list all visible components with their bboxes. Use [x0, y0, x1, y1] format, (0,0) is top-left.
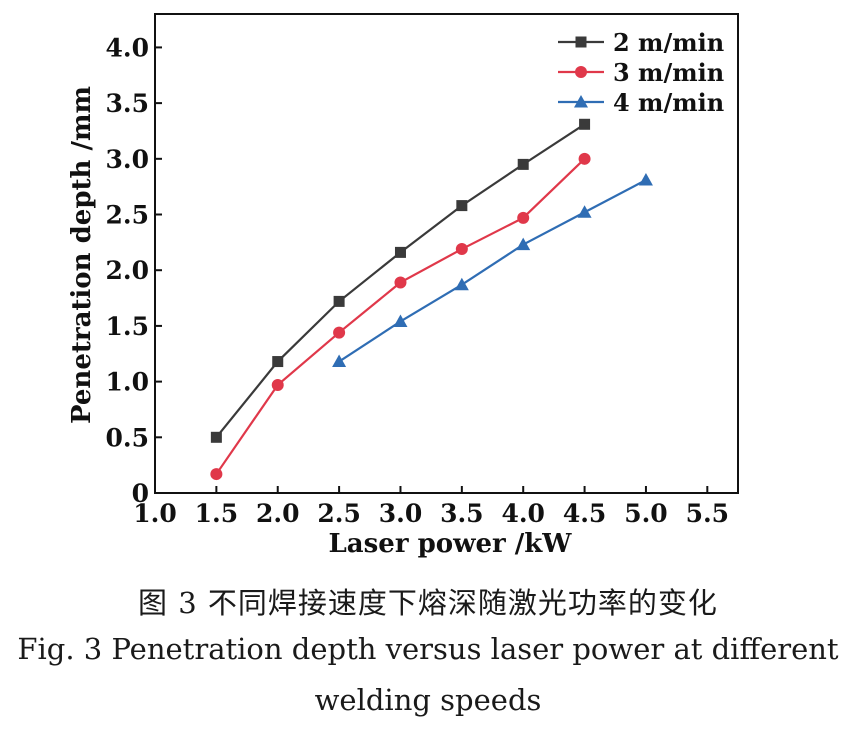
data-point [638, 172, 653, 186]
y-tick-label: 1.0 [106, 368, 150, 397]
legend-item: 2 m/min [558, 28, 724, 57]
y-tick-label: 4.0 [106, 33, 150, 62]
x-tick-label: 4.0 [501, 499, 545, 528]
x-tick-label: 1.5 [195, 499, 239, 528]
data-point [516, 237, 531, 251]
x-tick-label: 5.5 [686, 499, 730, 528]
legend-label: 2 m/min [613, 28, 724, 57]
data-point [210, 431, 222, 443]
data-point [456, 200, 468, 212]
legend-label: 3 m/min [613, 58, 724, 87]
data-point [271, 378, 284, 391]
legend-label: 4 m/min [613, 88, 724, 117]
x-tick-label: 5.0 [624, 499, 668, 528]
legend-item: 3 m/min [558, 58, 724, 87]
x-tick-label: 3.0 [379, 499, 423, 528]
data-point [455, 243, 468, 256]
chart-series [210, 118, 653, 481]
legend-marker [575, 66, 587, 78]
y-tick-label: 2.5 [106, 201, 150, 230]
x-axis-title: Laser power /kW [329, 529, 573, 559]
data-point [272, 356, 284, 368]
y-axis-title: Penetration depth /mm [67, 86, 97, 424]
data-point [454, 277, 469, 291]
x-tick-label: 3.5 [440, 499, 484, 528]
data-point [579, 118, 591, 130]
x-tick-label: 1.0 [133, 499, 177, 528]
x-tick-label: 2.5 [317, 499, 361, 528]
y-tick-label: 0.5 [106, 423, 150, 452]
data-point [577, 205, 592, 218]
figure-caption-english-line1: Fig. 3 Penetration depth versus laser po… [17, 632, 839, 666]
series-2 [210, 152, 591, 481]
figure-caption-chinese: 图 3 不同焊接速度下熔深随激光功率的变化 [138, 586, 718, 620]
data-point [517, 158, 529, 170]
data-point [332, 354, 347, 368]
data-point [394, 276, 407, 289]
y-tick-label: 0 [132, 479, 149, 508]
data-point [210, 468, 223, 481]
line-chart: 1.0 1.5 2.0 2.5 3.0 3.5 4.0 4.5 5.0 5.5 0 0.5 1.0 1.5… [67, 13, 739, 559]
legend-marker [575, 36, 587, 48]
series-3 [332, 172, 653, 368]
data-point [394, 246, 406, 258]
y-tick-label: 1.5 [106, 312, 150, 341]
data-point [578, 152, 591, 165]
legend-item: 4 m/min [558, 88, 724, 117]
y-tick-label: 3.0 [106, 145, 150, 174]
series-line [338, 179, 647, 363]
data-point [517, 211, 530, 224]
plot-frame [154, 13, 739, 494]
data-point [333, 326, 346, 339]
data-point [333, 295, 345, 307]
chart-axes: 1.0 1.5 2.0 2.5 3.0 3.5 4.0 4.5 5.0 5.5 0 0.5 1.0 1.5… [106, 13, 739, 528]
x-tick-label: 4.5 [563, 499, 607, 528]
x-tick-label: 2.0 [256, 499, 300, 528]
y-tick-label: 2.0 [106, 256, 150, 285]
legend-marker [574, 95, 588, 108]
series-1 [210, 118, 591, 443]
figure-caption-english-line2: welding speeds [314, 683, 542, 717]
data-point [393, 314, 408, 327]
y-tick-label: 3.5 [106, 89, 150, 118]
